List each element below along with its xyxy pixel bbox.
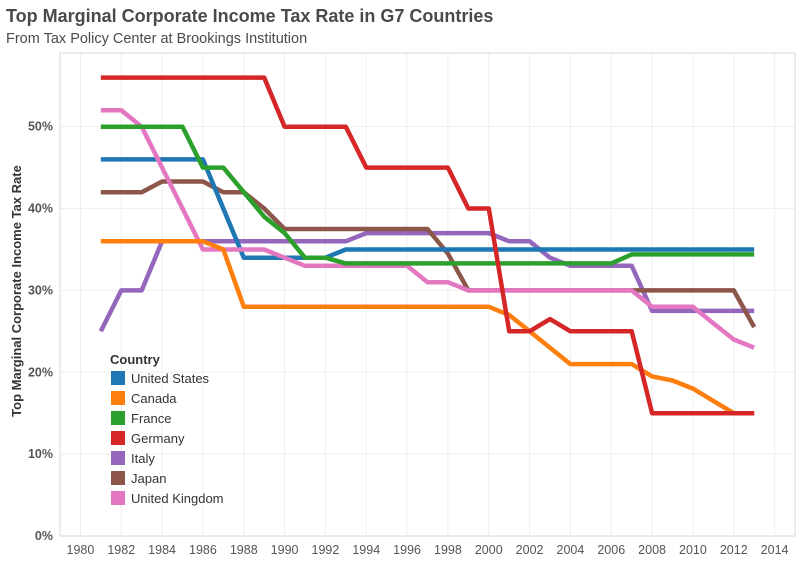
y-tick-label: 10%: [28, 447, 53, 461]
series-lines: [98, 75, 757, 416]
legend-swatch: [111, 491, 125, 505]
series-line-canada: [100, 239, 755, 416]
legend-swatch: [111, 391, 125, 405]
y-tick-label: 40%: [28, 202, 53, 216]
legend-label: Italy: [131, 451, 155, 466]
chart-subtitle: From Tax Policy Center at Brookings Inst…: [6, 31, 308, 47]
x-tick-label: 2010: [679, 543, 707, 557]
x-tick-label: 1984: [148, 543, 176, 557]
legend-label: France: [131, 411, 171, 426]
legend-title: Country: [110, 352, 161, 367]
series-line-france: [100, 124, 755, 266]
series-line-japan: [100, 179, 757, 329]
legend-swatch: [111, 371, 125, 385]
legend-label: Canada: [131, 391, 177, 406]
y-tick-label: 20%: [28, 365, 53, 379]
x-tick-label: 1990: [271, 543, 299, 557]
legend-label: Germany: [131, 431, 185, 446]
y-tick-label: 30%: [28, 283, 53, 297]
series-line-germany: [100, 75, 755, 416]
y-tick-label: 50%: [28, 120, 53, 134]
legend-swatch: [111, 411, 125, 425]
legend-swatch: [111, 471, 125, 485]
x-tick-label: 1986: [189, 543, 217, 557]
x-axis: 1980 1982 1984 1986 1988 1990 1992 1994 1996 1998…: [67, 543, 789, 557]
legend-swatch: [111, 451, 125, 465]
plot-area: [59, 52, 796, 537]
x-tick-label: 1994: [352, 543, 380, 557]
y-axis: 0% 10% 20% 30% 40% 50%: [28, 120, 53, 543]
x-tick-label: 2002: [516, 543, 544, 557]
legend-label: Japan: [131, 471, 166, 486]
x-tick-label: 2012: [720, 543, 748, 557]
x-tick-label: 2004: [557, 543, 585, 557]
x-tick-label: 1992: [312, 543, 340, 557]
series-line-italy: [98, 230, 755, 333]
legend-label: United Kingdom: [131, 491, 224, 506]
series-line-united-kingdom: [100, 108, 756, 350]
chart-title: Top Marginal Corporate Income Tax Rate i…: [6, 6, 494, 26]
x-tick-label: 2000: [475, 543, 503, 557]
x-tick-label: 1982: [107, 543, 135, 557]
y-tick-label: 0%: [35, 529, 53, 543]
legend-swatch: [111, 431, 125, 445]
x-tick-label: 1996: [393, 543, 421, 557]
x-tick-label: 1980: [67, 543, 95, 557]
legend: Country United States Canada France Germany…: [110, 352, 224, 506]
y-axis-label: Top Marginal Corporate Income Tax Rate: [9, 165, 24, 417]
x-tick-label: 1988: [230, 543, 258, 557]
x-tick-label: 2014: [761, 543, 789, 557]
x-tick-label: 1998: [434, 543, 462, 557]
legend-label: United States: [131, 371, 210, 386]
series-line-united-states: [100, 157, 755, 260]
x-tick-label: 2008: [638, 543, 666, 557]
x-tick-label: 2006: [597, 543, 625, 557]
